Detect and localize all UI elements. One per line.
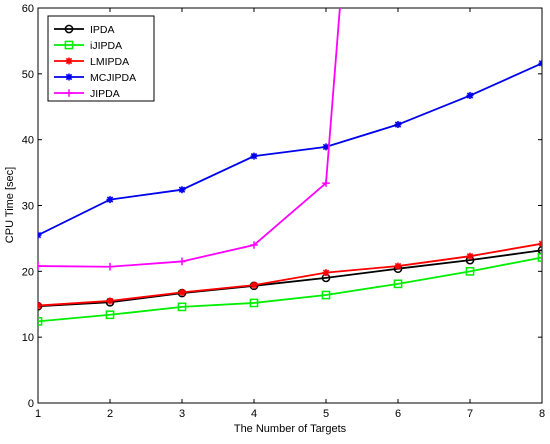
data-point: [106, 297, 114, 305]
legend-marker: [65, 89, 73, 97]
x-axis-ticks: 1 2 3 4 5 6 7 8: [35, 8, 545, 420]
data-point: [178, 257, 186, 266]
data-point: [178, 288, 186, 296]
data-point: [38, 262, 42, 270]
legend-entry: LMIPDA: [54, 56, 129, 68]
data-point: [106, 196, 114, 204]
y-tick-label: 30: [22, 201, 34, 213]
series-lmipda: [38, 240, 542, 310]
legend-label: JIPDA: [90, 88, 120, 100]
y-tick-label: 60: [22, 3, 34, 15]
data-point: [393, 279, 403, 289]
data-point: [106, 262, 114, 271]
legend-marker: [64, 24, 74, 34]
data-point: [250, 241, 258, 249]
data-point: [249, 298, 259, 308]
data-point: [250, 281, 258, 289]
x-tick-label: 1: [35, 408, 41, 420]
y-tick-label: 20: [22, 266, 34, 278]
chart-legend: IPDA iJIPDA LMIPDA MCJIPDA JIPDA: [47, 15, 155, 102]
y-axis-ticks: 0 10 20 30 40 50 60: [22, 3, 542, 410]
series-layer: [38, 8, 542, 326]
series-jipda: [38, 8, 341, 271]
data-point: [38, 317, 43, 326]
y-tick-label: 50: [22, 69, 34, 81]
data-point: [394, 262, 402, 270]
x-tick-label: 4: [251, 408, 257, 420]
data-point: [538, 59, 542, 67]
legend-label: MCJIPDA: [90, 72, 136, 84]
data-point: [394, 121, 402, 129]
legend-entry: MCJIPDA: [54, 72, 136, 84]
series-mcjipda: [38, 59, 542, 239]
data-point: [466, 252, 474, 260]
data-point: [322, 179, 330, 187]
data-point: [321, 290, 331, 300]
series-line: [38, 62, 542, 236]
legend-label: iJIPDA: [90, 40, 122, 52]
data-point: [537, 245, 542, 255]
x-tick-label: 5: [323, 408, 329, 420]
data-point: [38, 231, 42, 239]
y-tick-label: 40: [22, 135, 34, 147]
data-point: [465, 266, 475, 276]
legend-entry: iJIPDA: [54, 40, 122, 52]
data-point: [322, 269, 330, 277]
legend-entry: IPDA: [54, 24, 115, 36]
x-tick-label: 8: [539, 408, 545, 420]
y-tick-label: 10: [22, 332, 34, 344]
legend-entry: JIPDA: [54, 88, 120, 100]
x-axis-label: The Number of Targets: [234, 423, 347, 435]
series-line: [38, 8, 341, 268]
x-tick-label: 6: [395, 408, 401, 420]
y-axis-label: CPU Time [sec]: [4, 167, 16, 243]
legend-items: IPDA iJIPDA LMIPDA MCJIPDA JIPDA: [54, 24, 136, 100]
legend-marker: [65, 73, 73, 81]
legend-label: LMIPDA: [90, 56, 129, 68]
legend-marker: [64, 40, 74, 50]
data-point: [537, 253, 542, 262]
data-point: [178, 186, 186, 194]
y-tick-label: 0: [28, 398, 34, 410]
series-line: [38, 249, 542, 308]
data-point: [466, 92, 474, 100]
data-point: [105, 310, 115, 320]
x-tick-label: 2: [107, 408, 113, 420]
series-ijipda: [38, 253, 542, 326]
legend-label: IPDA: [90, 24, 115, 36]
data-point: [38, 302, 42, 310]
data-point: [538, 240, 542, 248]
x-tick-label: 7: [467, 408, 473, 420]
data-point: [322, 143, 330, 151]
legend-marker: [65, 57, 73, 65]
x-tick-label: 3: [179, 408, 185, 420]
series-line: [38, 256, 542, 323]
series-line: [38, 242, 542, 307]
data-point: [177, 302, 187, 312]
data-point: [250, 152, 258, 160]
